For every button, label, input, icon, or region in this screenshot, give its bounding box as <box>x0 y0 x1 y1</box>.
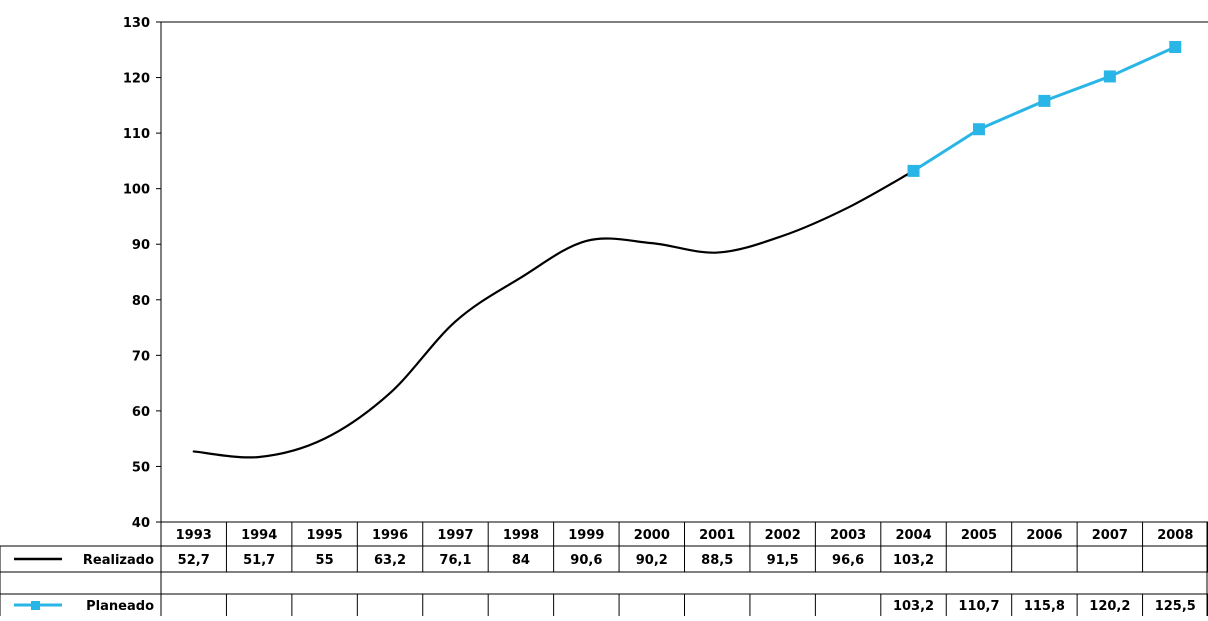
data-point-planeado <box>1038 94 1051 107</box>
data-label-realizado: 90,2 <box>636 553 668 568</box>
data-label-realizado: 103,2 <box>893 553 934 568</box>
x-tick-label: 1996 <box>372 528 408 543</box>
x-tick-label: 2005 <box>961 528 997 543</box>
x-tick-label: 2003 <box>830 528 866 543</box>
legend-marker-planeado <box>31 601 40 610</box>
data-label-planeado: 103,2 <box>893 599 934 614</box>
legend-label-realizado: Realizado <box>83 553 154 568</box>
y-tick-label: 90 <box>132 238 150 253</box>
data-label-realizado: 63,2 <box>374 553 406 568</box>
data-label-realizado: 96,6 <box>832 553 864 568</box>
data-point-planeado <box>907 164 920 177</box>
x-tick-label: 1998 <box>503 528 539 543</box>
data-label-realizado: 84 <box>512 553 530 568</box>
x-tick-label: 1999 <box>568 528 604 543</box>
data-label-realizado: 55 <box>316 553 334 568</box>
y-tick-label: 100 <box>123 183 150 198</box>
series-line-realizado <box>192 169 915 459</box>
data-label-planeado: 120,2 <box>1089 599 1130 614</box>
data-point-planeado <box>972 123 985 136</box>
series-line-planeado <box>912 45 1177 173</box>
x-tick-label: 2002 <box>765 528 801 543</box>
data-label-planeado: 115,8 <box>1024 599 1065 614</box>
data-label-realizado: 91,5 <box>767 553 799 568</box>
data-label-planeado: 125,5 <box>1155 599 1196 614</box>
legend-label-planeado: Planeado <box>86 599 154 614</box>
data-point-planeado <box>1169 41 1182 53</box>
x-tick-label: 2008 <box>1157 528 1193 543</box>
y-tick-label: 80 <box>132 294 150 309</box>
data-label-realizado: 76,1 <box>439 553 471 568</box>
x-tick-label: 1993 <box>176 528 212 543</box>
y-tick-label: 60 <box>132 405 150 420</box>
data-label-realizado: 88,5 <box>701 553 733 568</box>
x-tick-label: 2006 <box>1026 528 1062 543</box>
data-label-realizado: 90,6 <box>570 553 602 568</box>
x-tick-label: 2007 <box>1092 528 1128 543</box>
data-label-realizado: 51,7 <box>243 553 275 568</box>
x-tick-label: 2000 <box>634 528 670 543</box>
x-tick-label: 2004 <box>895 528 931 543</box>
data-label-planeado: 110,7 <box>958 599 999 614</box>
data-point-planeado <box>1103 70 1116 83</box>
x-tick-label: 2001 <box>699 528 735 543</box>
x-tick-label: 1994 <box>241 528 277 543</box>
y-tick-label: 120 <box>123 72 150 87</box>
y-tick-label: 40 <box>132 516 150 531</box>
data-label-realizado: 52,7 <box>178 553 210 568</box>
x-tick-label: 1995 <box>307 528 343 543</box>
x-tick-label: 1997 <box>437 528 473 543</box>
y-tick-label: 130 <box>123 16 150 31</box>
y-tick-label: 70 <box>132 349 150 364</box>
y-tick-label: 50 <box>132 460 150 475</box>
y-tick-label: 110 <box>123 127 150 142</box>
table-row-realizado <box>0 545 1208 573</box>
